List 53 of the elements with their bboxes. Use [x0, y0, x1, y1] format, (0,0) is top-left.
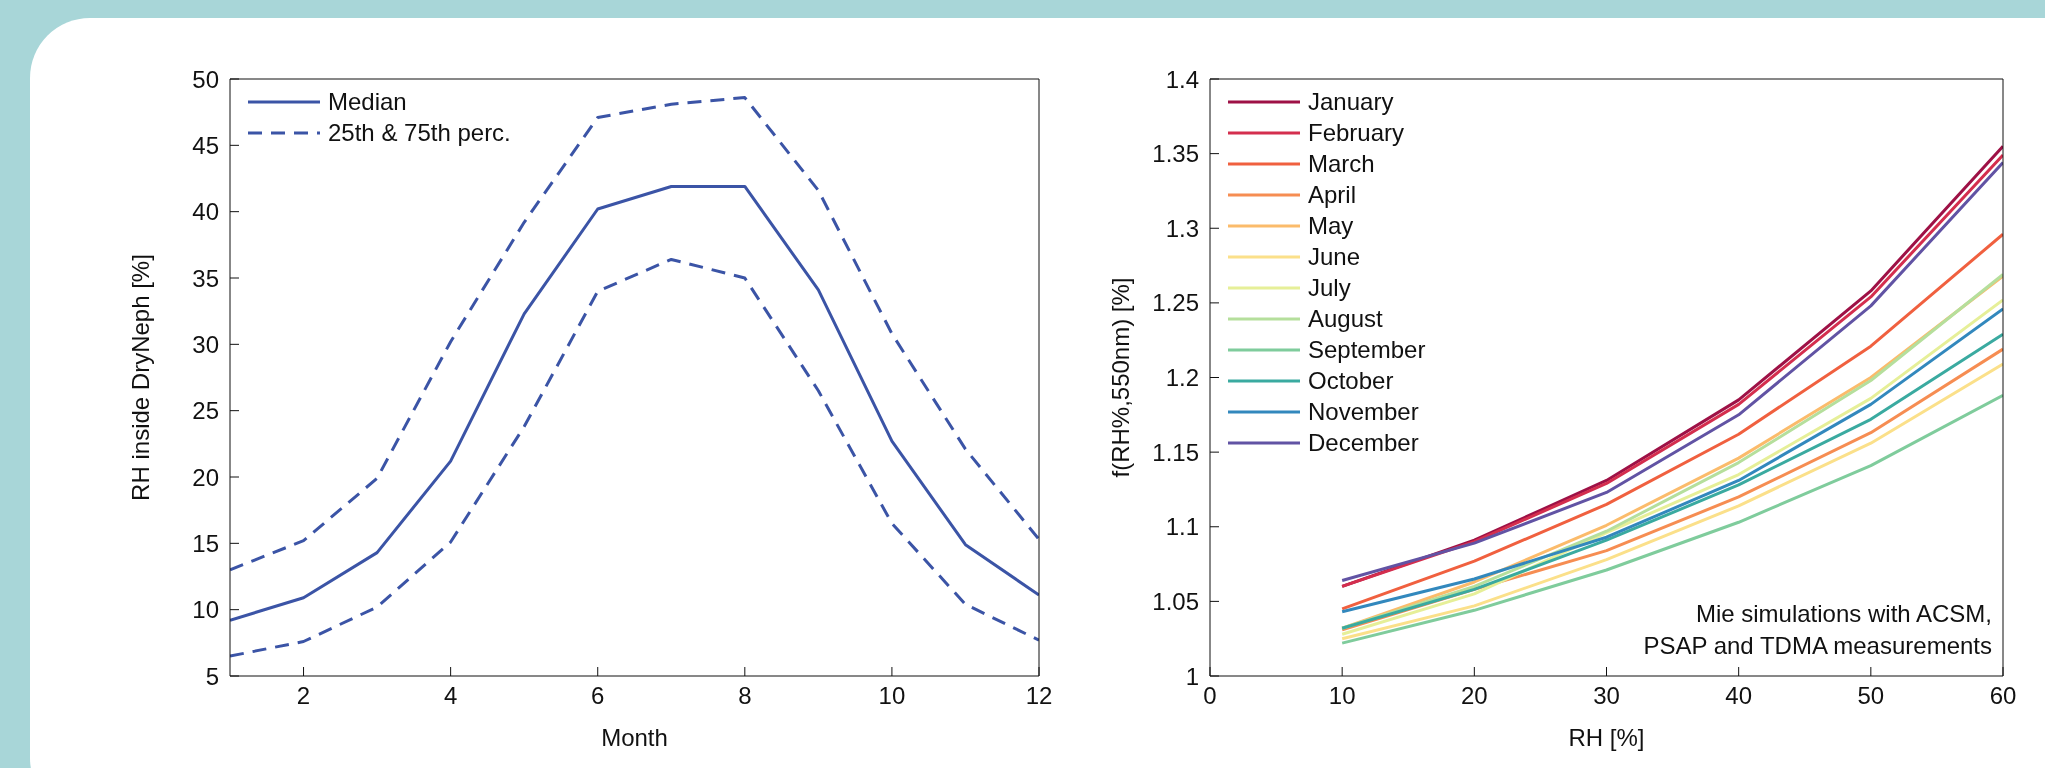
y-tick-label: 5 [205, 662, 219, 690]
x-axis-title: Month [601, 724, 668, 751]
y-axis-title: RH inside DryNeph [%] [126, 254, 154, 501]
y-tick-label: 1.35 [1152, 140, 1199, 168]
y-tick-label: 35 [192, 264, 219, 292]
x-tick-label: 4 [443, 682, 458, 710]
legend-label: January [1308, 87, 1394, 117]
annotation: Mie simulations with ACSM, PSAP and TDMA measurements [1643, 599, 1992, 661]
line-series [230, 184, 1039, 622]
legend-label: May [1308, 211, 1354, 241]
y-tick-label: 1.05 [1152, 587, 1199, 615]
y-tick-label: 20 [192, 463, 219, 491]
legend-label: 25th & 75th perc. [328, 118, 511, 148]
legend-label: November [1308, 397, 1419, 427]
x-tick-label: 60 [1989, 682, 2017, 710]
x-tick-label: 6 [591, 682, 605, 710]
y-tick-label: 30 [192, 330, 219, 358]
x-tick-label: 40 [1725, 682, 1753, 710]
line-series [230, 257, 1039, 658]
legend-label: March [1308, 149, 1375, 179]
y-tick-label: 1.1 [1165, 513, 1199, 541]
x-tick-label: 2 [296, 682, 311, 710]
y-tick-label: 1.15 [1152, 438, 1199, 466]
legend-label: September [1308, 335, 1426, 365]
x-tick-label: 20 [1460, 682, 1488, 710]
y-axis-title: f(RH%,550nm) [%] [1106, 277, 1134, 478]
x-tick-label: 0 [1203, 682, 1217, 710]
legend-label: July [1308, 273, 1351, 303]
y-tick-label: 45 [192, 131, 219, 159]
y-tick-label: 10 [192, 596, 219, 624]
y-tick-label: 15 [192, 529, 219, 557]
legend-label: August [1308, 304, 1383, 334]
x-tick-label: 10 [878, 682, 906, 710]
y-tick-label: 1.25 [1152, 289, 1199, 317]
legend-label: February [1308, 118, 1405, 148]
legend-label: April [1308, 180, 1357, 210]
x-tick-label: 50 [1857, 682, 1885, 710]
y-tick-label: 1.4 [1165, 65, 1199, 93]
legend-label: June [1308, 242, 1361, 272]
legend-label: Median [328, 87, 407, 117]
x-tick-label: 10 [1328, 682, 1356, 710]
y-tick-label: 40 [192, 198, 219, 226]
y-tick-label: 1.2 [1165, 364, 1199, 392]
legend-label: October [1308, 366, 1394, 396]
y-tick-label: 1.3 [1165, 214, 1199, 242]
x-tick-label: 8 [738, 682, 752, 710]
x-axis-title: RH [%] [1568, 724, 1645, 751]
y-tick-label: 50 [192, 65, 219, 93]
y-tick-label: 25 [192, 397, 219, 425]
legend-label: December [1308, 428, 1419, 458]
x-tick-label: 30 [1593, 682, 1620, 710]
x-tick-label: 12 [1025, 682, 1053, 710]
y-tick-label: 1 [1185, 662, 1199, 690]
